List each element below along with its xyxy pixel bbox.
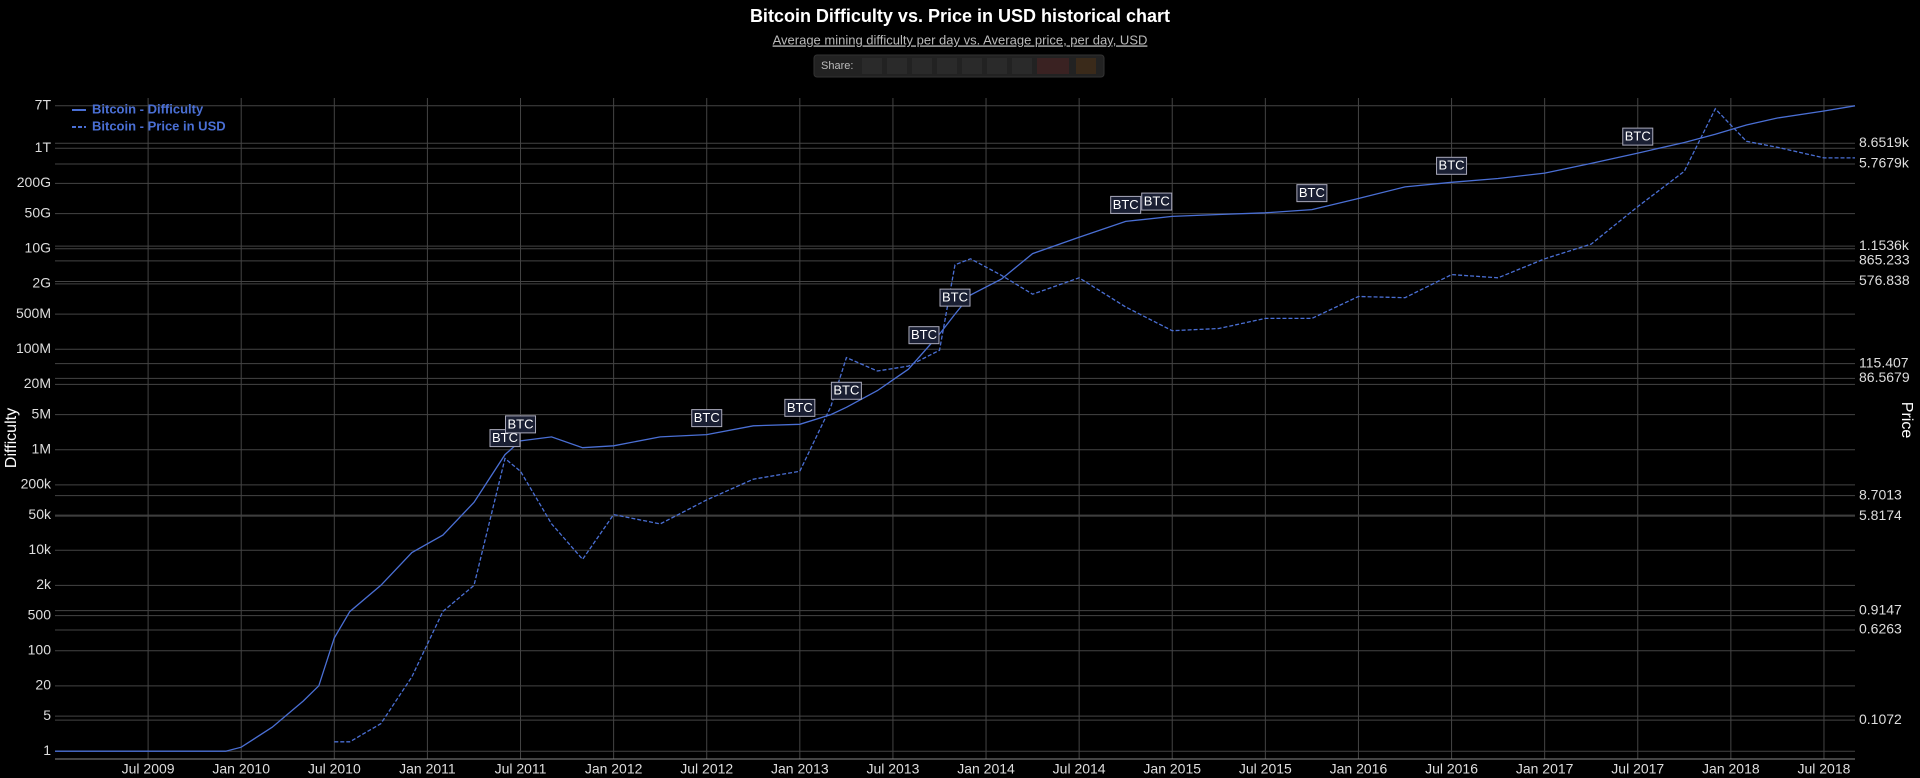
chart-title: Bitcoin Difficulty vs. Price in USD hist…: [750, 6, 1170, 26]
y-tick-label: 200G: [17, 174, 51, 190]
annotation-label: BTC: [1299, 185, 1325, 200]
annotation-label: BTC: [1113, 197, 1139, 212]
share-icon[interactable]: [862, 58, 882, 74]
share-icon[interactable]: [1076, 58, 1096, 74]
legend-label: Bitcoin - Price in USD: [92, 118, 226, 133]
y-tick-label: 500: [28, 606, 52, 622]
x-tick-label: Jan 2014: [957, 761, 1015, 777]
x-tick-label: Jul 2011: [495, 761, 547, 777]
annotation-label: BTC: [1144, 194, 1170, 209]
y-tick-label: 1M: [32, 440, 51, 456]
annotation-box: [908, 326, 940, 345]
y-tick-label: 20: [35, 677, 51, 693]
y2-axis-label: Price: [1898, 402, 1915, 439]
annotation-box: [1622, 127, 1654, 146]
x-tick-label: Jan 2012: [585, 761, 643, 777]
annotation-label: BTC: [508, 416, 534, 431]
x-tick-label: Jul 2013: [866, 761, 919, 777]
series-line: [55, 105, 1856, 752]
x-tick-label: Jan 2013: [771, 761, 829, 777]
chart-subtitle: Average mining difficulty per day vs. Av…: [773, 32, 1148, 47]
y-tick-label: 7T: [35, 96, 52, 112]
share-label: Share:: [821, 60, 853, 72]
y2-tick-label: 8.7013: [1859, 486, 1902, 502]
x-tick-label: Jan 2017: [1516, 761, 1574, 777]
y2-tick-label: 8.6519k: [1859, 134, 1910, 150]
y2-tick-label: 0.6263: [1859, 621, 1902, 637]
y-tick-label: 200k: [21, 476, 52, 492]
x-tick-label: Jan 2011: [399, 761, 456, 777]
annotation-box: [939, 288, 971, 307]
y2-tick-label: 115.407: [1859, 354, 1909, 370]
x-tick-label: Jul 2017: [1611, 761, 1664, 777]
y-tick-label: 100: [28, 641, 52, 657]
annotation-label: BTC: [1625, 129, 1651, 144]
annotation-box: [1436, 156, 1468, 175]
annotation-box: [784, 398, 816, 417]
share-icon[interactable]: [887, 58, 907, 74]
legend-label: Bitcoin - Difficulty: [92, 101, 204, 116]
share-icon[interactable]: [912, 58, 932, 74]
annotation-label: BTC: [787, 400, 813, 415]
y2-tick-label: 5.7679k: [1859, 155, 1910, 171]
y-tick-label: 20M: [24, 375, 51, 391]
annotation-box: [830, 381, 862, 400]
x-tick-label: Jan 2010: [212, 761, 270, 777]
y-tick-label: 5M: [32, 405, 51, 421]
x-tick-label: Jul 2012: [680, 761, 733, 777]
y-tick-label: 10k: [28, 541, 52, 557]
share-icon[interactable]: [1012, 58, 1032, 74]
series-line: [334, 107, 1855, 743]
y2-tick-label: 0.9147: [1859, 601, 1902, 617]
x-tick-label: Jul 2018: [1797, 761, 1850, 777]
annotation-box: [489, 429, 521, 448]
y-tick-label: 2G: [32, 275, 51, 291]
annotation-box: [505, 415, 537, 434]
annotation-box: [1296, 184, 1328, 203]
y2-tick-label: 0.1072: [1859, 711, 1902, 727]
x-tick-label: Jul 2010: [308, 761, 361, 777]
share-icon[interactable]: [987, 58, 1007, 74]
y-tick-label: 50G: [25, 204, 51, 220]
x-tick-label: Jan 2016: [1330, 761, 1388, 777]
y2-tick-label: 5.8174: [1859, 507, 1902, 523]
y-tick-label: 50k: [28, 506, 52, 522]
y-tick-label: 2k: [36, 576, 52, 592]
annotation-label: BTC: [833, 383, 859, 398]
annotation-label: BTC: [911, 327, 937, 342]
y-tick-label: 5: [43, 707, 51, 723]
share-icon[interactable]: [1037, 58, 1069, 74]
share-bar: Share:: [813, 54, 1105, 78]
x-tick-label: Jul 2014: [1053, 761, 1106, 777]
annotation-box: [1110, 195, 1142, 214]
y-tick-label: 500M: [16, 305, 51, 321]
annotation-box: [691, 409, 723, 428]
x-tick-label: Jul 2009: [122, 761, 175, 777]
y-tick-label: 1T: [35, 139, 52, 155]
annotation-label: BTC: [942, 290, 968, 305]
x-tick-label: Jul 2015: [1239, 761, 1292, 777]
share-icon[interactable]: [937, 58, 957, 74]
y-axis-label: Difficulty: [3, 408, 20, 468]
annotation-label: BTC: [1439, 158, 1465, 173]
annotation-box: [1141, 192, 1173, 211]
y-tick-label: 10G: [25, 239, 51, 255]
y2-tick-label: 576.838: [1859, 272, 1910, 288]
share-icon[interactable]: [962, 58, 982, 74]
y-tick-label: 100M: [16, 340, 51, 356]
y2-tick-label: 865.233: [1859, 252, 1910, 268]
annotation-label: BTC: [492, 430, 518, 445]
x-tick-label: Jul 2016: [1425, 761, 1478, 777]
y-tick-label: 1: [43, 742, 51, 758]
y2-tick-label: 1.1536k: [1859, 237, 1910, 253]
annotation-label: BTC: [694, 410, 720, 425]
x-tick-label: Jan 2015: [1143, 761, 1201, 777]
y2-tick-label: 86.5679: [1859, 369, 1910, 385]
x-tick-label: Jan 2018: [1702, 761, 1760, 777]
